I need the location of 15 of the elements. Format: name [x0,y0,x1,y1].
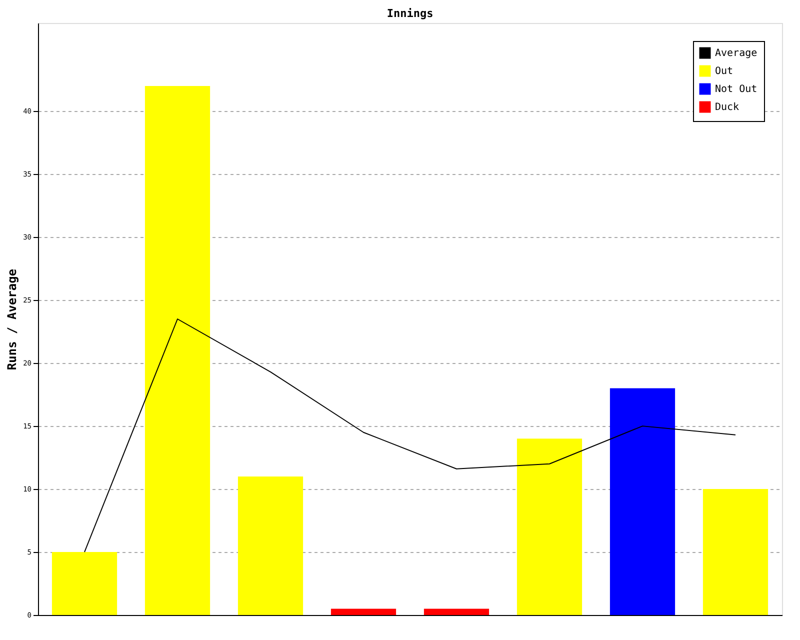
legend-label: Not Out [715,84,758,95]
bar [610,388,676,615]
bar [424,608,490,615]
bar [702,489,768,615]
bar [330,608,396,615]
chart-title: Innings [386,7,434,20]
bar [144,86,210,615]
bar [516,438,582,615]
legend-label: Average [715,48,758,59]
bar [238,476,304,615]
bar [52,552,118,615]
line-series [84,318,736,553]
legend-label: Duck [715,102,740,113]
y-axis-title: Runs / Average [5,268,20,370]
legend-label: Out [715,66,734,77]
